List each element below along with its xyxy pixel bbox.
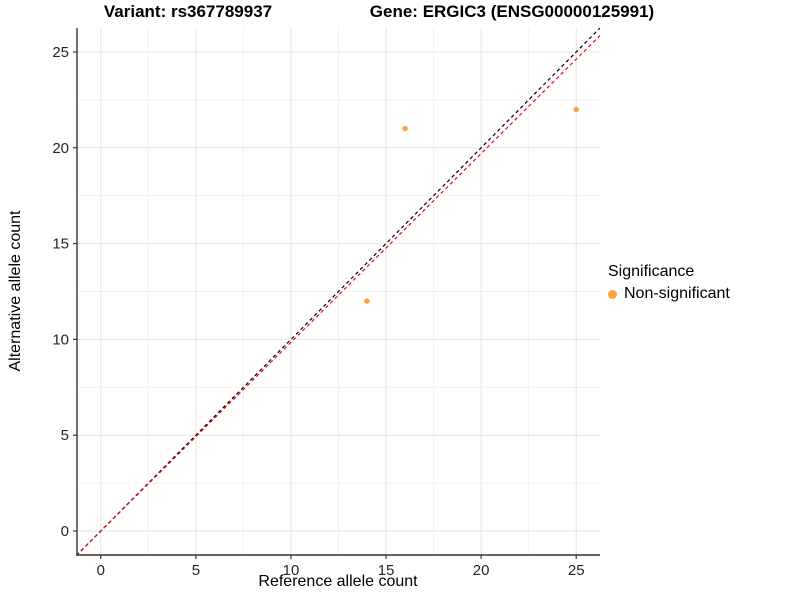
- x-tick-label: 15: [378, 562, 395, 579]
- y-tick-label: 20: [52, 140, 69, 157]
- data-point: [364, 298, 370, 304]
- data-points: [364, 106, 579, 304]
- x-tick-label: 25: [568, 562, 585, 579]
- legend-item-label: Non-significant: [624, 285, 730, 302]
- x-tick-label: 5: [192, 562, 200, 579]
- x-tick-label: 0: [97, 562, 105, 579]
- fitted-line: [77, 34, 600, 555]
- legend: Significance Non-significant: [608, 263, 730, 303]
- major-gridlines: [77, 28, 600, 555]
- x-tick-label: 20: [473, 562, 490, 579]
- axis-lines: [76, 28, 600, 556]
- gene-title: Gene: ERGIC3 (ENSG00000125991): [369, 2, 655, 21]
- y-tick-label: 10: [52, 331, 69, 348]
- y-tick-label: 25: [52, 44, 69, 61]
- data-point: [402, 125, 408, 132]
- minor-gridlines: [77, 28, 600, 555]
- data-point: [573, 106, 579, 113]
- legend-item-non-significant: Non-significant: [608, 285, 730, 303]
- reference-lines: [77, 28, 600, 555]
- y-tick-label: 5: [61, 427, 69, 444]
- variant-title: Variant: rs367789937: [103, 2, 273, 21]
- axis-ticks: [73, 51, 577, 559]
- x-tick-label: 10: [283, 562, 300, 579]
- legend-circle-icon: [608, 289, 617, 299]
- tick-labels: 0 5 10 15 20 25 0 5 10 15 20 25: [52, 44, 584, 579]
- y-tick-label: 0: [61, 523, 69, 540]
- y-axis-label: Alternative allele count: [7, 210, 24, 372]
- legend-title: Significance: [608, 263, 695, 280]
- x-axis-label: Reference allele count: [258, 573, 418, 590]
- y-tick-label: 15: [52, 236, 69, 253]
